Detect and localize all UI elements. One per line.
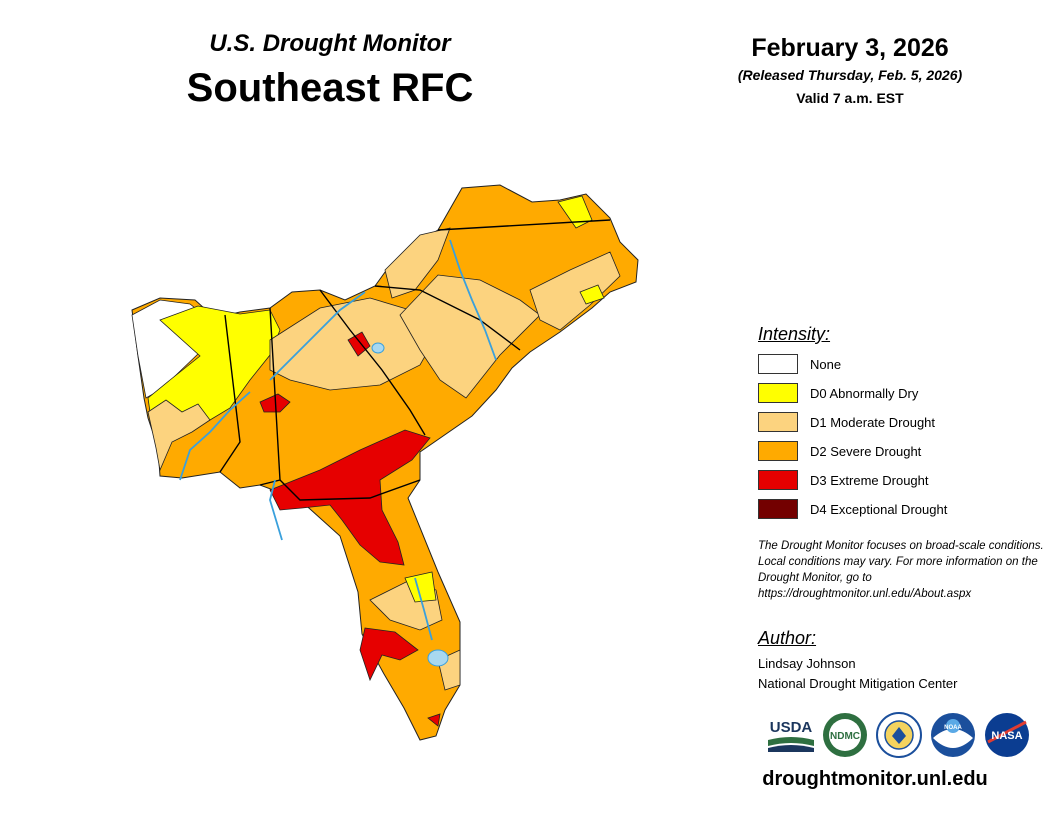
release-date: (Released Thursday, Feb. 5, 2026)	[737, 67, 963, 83]
region-d0-florida	[404, 571, 437, 603]
lake-okeechobee	[427, 649, 449, 667]
author-name: Lindsay Johnson	[758, 656, 856, 671]
author-org: National Drought Mitigation Center	[758, 676, 958, 691]
region-d3-georgia-band	[269, 429, 431, 566]
website-link[interactable]: droughtmonitor.unl.edu	[762, 768, 988, 790]
legend-label: D2 Severe Drought	[810, 444, 922, 459]
disclaimer-text: The Drought Monitor focuses on broad-sca…	[758, 540, 1044, 600]
legend-heading: Intensity:	[758, 324, 831, 344]
valid-time: Valid 7 a.m. EST	[796, 90, 904, 106]
legend-label: D0 Abnormally Dry	[810, 386, 919, 401]
noaa-logo: NOAA	[931, 713, 975, 757]
region-d0-northeast	[557, 195, 593, 229]
legend-swatch	[758, 412, 798, 432]
region-d1-nc-west	[384, 227, 451, 299]
drought-map	[131, 184, 639, 741]
usda-logo: USDA	[768, 719, 814, 752]
ndmc-logo: NDMC	[823, 713, 867, 757]
nasa-logo-text: NASA	[991, 730, 1022, 742]
region-d1-west	[147, 399, 211, 472]
map-date: February 3, 2026	[751, 34, 949, 62]
region-d3-florida	[359, 627, 419, 682]
lake-carolina	[371, 342, 385, 354]
legend-label: D3 Extreme Drought	[810, 473, 929, 488]
author-heading: Author:	[758, 628, 817, 648]
noaa-logo-text: NOAA	[944, 725, 962, 731]
region-d3-keys-spot	[427, 713, 441, 727]
legend-label: D1 Moderate Drought	[810, 415, 936, 430]
legend-swatch	[758, 354, 798, 374]
region-d3-north-spot	[347, 331, 371, 357]
legend-label: None	[810, 357, 842, 372]
legend-swatch	[758, 383, 798, 403]
nasa-logo: NASA	[985, 713, 1029, 757]
legend-swatch	[758, 499, 798, 519]
region-d1-carolinas	[399, 274, 541, 399]
legend-swatch	[758, 470, 798, 490]
map-subtitle: U.S. Drought Monitor	[209, 30, 451, 57]
legend-label: D4 Exceptional Drought	[810, 502, 948, 517]
commerce-seal-logo	[876, 712, 922, 758]
region-d1-nc-coast	[529, 251, 621, 331]
map-title: Southeast RFC	[186, 66, 474, 110]
region-d0-outer-banks	[579, 284, 605, 305]
legend-swatch	[758, 441, 798, 461]
ndmc-logo-text: NDMC	[830, 731, 860, 742]
usda-logo-text: USDA	[770, 719, 813, 736]
state-boundaries	[219, 219, 611, 501]
rivers	[179, 239, 497, 641]
